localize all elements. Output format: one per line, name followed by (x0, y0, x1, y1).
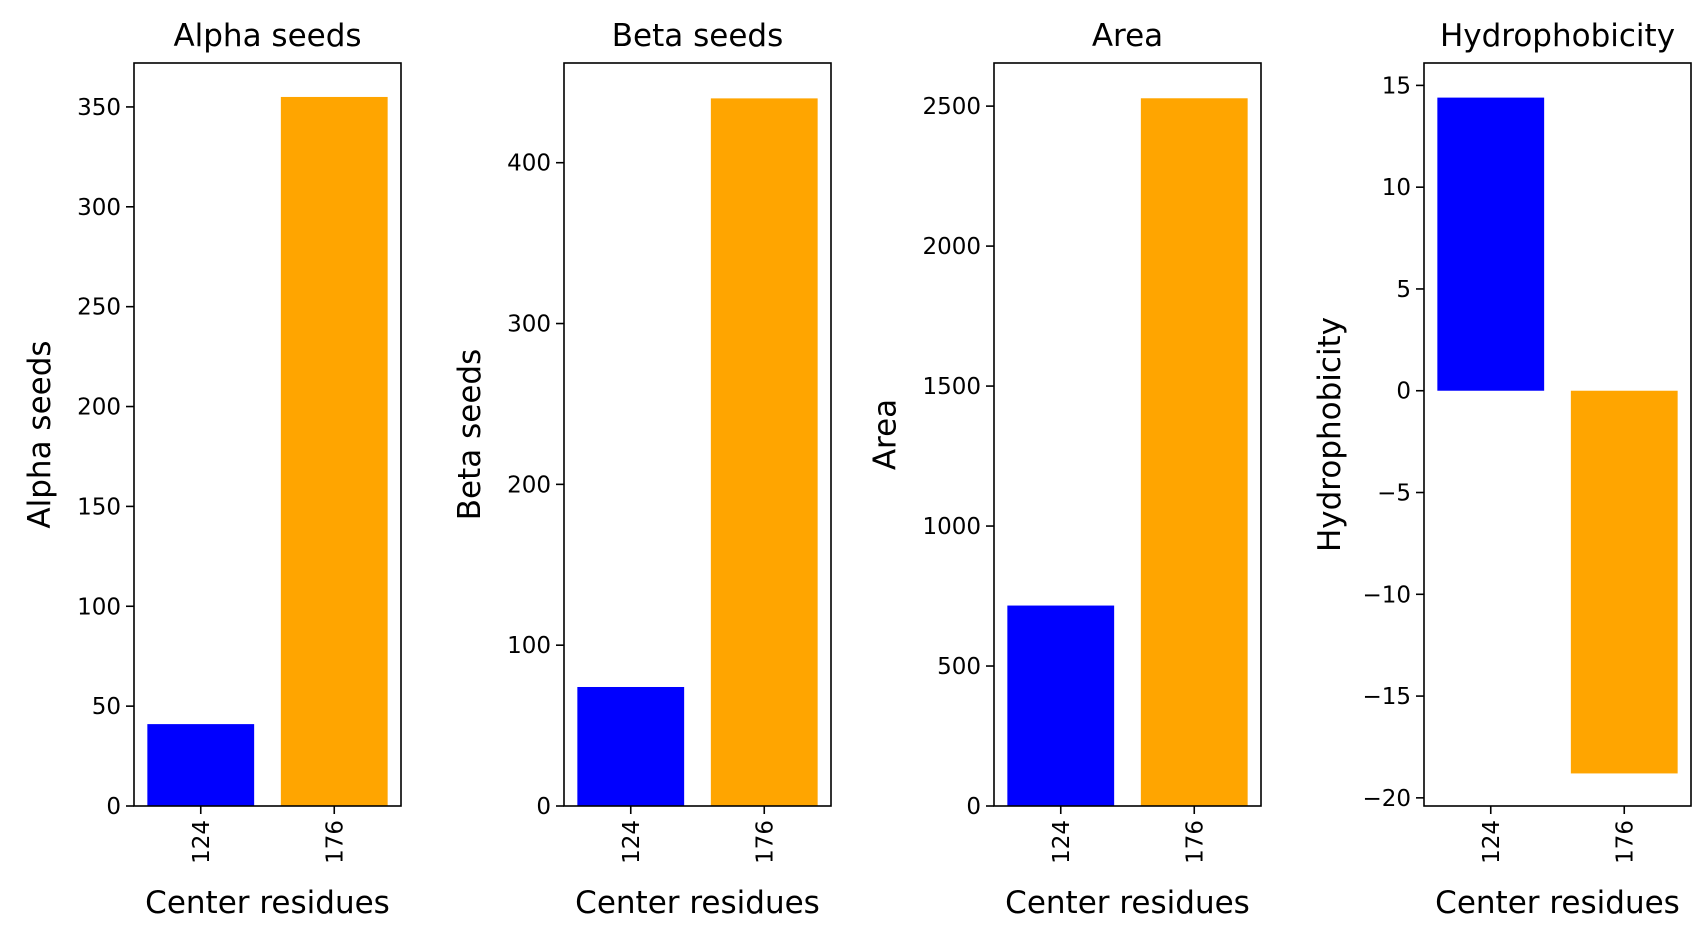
x-tick-label-124: 124 (1049, 820, 1075, 864)
y-tick-label: 15 (1382, 73, 1411, 99)
x-tick-label-176: 176 (322, 820, 348, 864)
x-tick-label-124: 124 (189, 820, 215, 864)
y-tick-label: 0 (966, 794, 981, 820)
y-tick-label: −20 (1362, 786, 1411, 812)
y-tick-label: −10 (1362, 582, 1411, 608)
chart-panel-3: 0 500 1000 1500 2000 2500 124 176 Area Center res… (868, 18, 1262, 921)
y-tick-label: 2500 (922, 94, 981, 120)
y-tick-label: −15 (1362, 684, 1411, 710)
chart-title: Alpha seeds (173, 18, 361, 54)
x-tick-label-124: 124 (1479, 820, 1505, 864)
y-axis-label: Beta seeds (452, 349, 488, 520)
x-tick-label-176: 176 (1182, 820, 1208, 864)
y-axis-label: Hydrophobicity (1312, 317, 1348, 552)
x-axis-label: Center residues (1435, 885, 1680, 921)
x-tick-label-176: 176 (1612, 820, 1638, 864)
y-tick-label: 350 (77, 95, 121, 121)
y-tick-label: 100 (507, 633, 551, 659)
y-tick-label: 500 (937, 654, 981, 680)
chart-panel-4: 15 10 5 0 −5 −10 −15 −20 124 176 Hydrophobicity Cen… (1312, 18, 1692, 921)
bar-176 (1140, 98, 1248, 807)
y-tick-label: 0 (106, 794, 121, 820)
x-tick-label-124: 124 (619, 820, 645, 864)
x-axis-label: Center residues (575, 885, 820, 921)
bar-176 (280, 96, 388, 807)
bar-124 (1437, 97, 1545, 391)
y-tick-label: 250 (77, 295, 121, 321)
y-tick-label: 10 (1382, 175, 1411, 201)
axes-frame (133, 62, 402, 807)
y-axis-label: Alpha seeds (22, 340, 58, 528)
y-tick-label: 0 (536, 794, 551, 820)
y-tick-label: 200 (77, 395, 121, 421)
y-tick-label: 100 (77, 594, 121, 620)
y-tick-label: 1000 (922, 514, 981, 540)
y-tick-label: 200 (507, 472, 551, 498)
y-axis-label: Area (868, 399, 904, 470)
y-tick-label: 300 (77, 195, 121, 221)
y-tick-label: 0 (1396, 379, 1411, 405)
bar-176 (1570, 390, 1678, 774)
y-tick-label: −5 (1377, 481, 1411, 507)
x-tick-label-176: 176 (752, 820, 778, 864)
y-tick-label: 1500 (922, 374, 981, 400)
chart-panel-2: 0 100 200 300 400 124 176 Beta seeds Center resi… (452, 18, 832, 921)
axes-frame (993, 62, 1262, 807)
x-axis-label: Center residues (1005, 885, 1250, 921)
chart-title: Beta seeds (612, 18, 783, 54)
y-tick-label: 5 (1396, 277, 1411, 303)
y-tick-label: 400 (507, 151, 551, 177)
y-tick-label: 50 (92, 694, 121, 720)
y-tick-label: 150 (77, 494, 121, 520)
bar-124 (577, 686, 685, 806)
chart-title: Hydrophobicity (1440, 18, 1675, 54)
x-axis-label: Center residues (145, 885, 390, 921)
bar-176 (710, 98, 818, 806)
axes-frame (563, 62, 832, 807)
axes-frame (1423, 62, 1692, 807)
bar-124 (1007, 605, 1115, 806)
y-tick-label: 300 (507, 312, 551, 338)
chart-panel-1: 0 50 100 150 200 250 300 350 124 176 Alpha seeds Ce… (22, 18, 402, 921)
chart-title: Area (1092, 18, 1163, 54)
y-tick-label: 2000 (922, 234, 981, 260)
bar-124 (147, 724, 255, 806)
